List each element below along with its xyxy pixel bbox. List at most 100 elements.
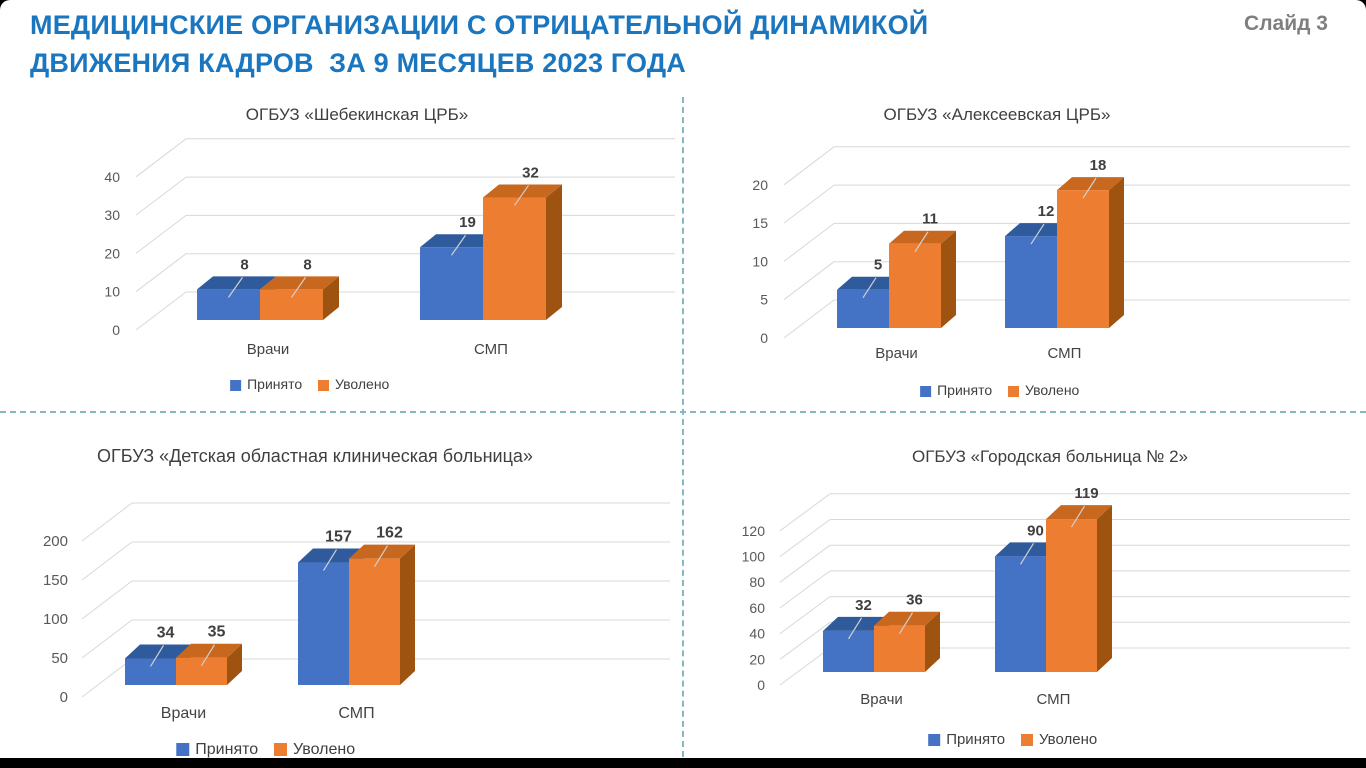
bar-accepted-врачи xyxy=(125,658,176,685)
bar-value-label: 162 xyxy=(376,525,403,542)
gridline-diagonal xyxy=(779,544,831,583)
gridline-diagonal xyxy=(779,493,831,532)
gridline-diagonal xyxy=(135,215,187,254)
gridline-diagonal xyxy=(135,291,187,331)
chart-detskaya-oblastnaya: ОГБУЗ «Детская областная клиническая бол… xyxy=(43,446,670,758)
chart-gorodskaya-bolnitsa-2: ОГБУЗ «Городская больница № 2» 0 20 40 60 80 1… xyxy=(742,447,1350,748)
y-axis-tick-label: 20 xyxy=(104,245,120,261)
bar-value-label: 36 xyxy=(906,592,923,609)
x-axis-category-label: Врачи xyxy=(860,691,903,708)
bar-dismissed-врачи xyxy=(889,243,941,328)
bar-value-label: 11 xyxy=(922,211,938,228)
bar-side-face xyxy=(1109,177,1124,328)
bar-value-label: 32 xyxy=(855,597,872,614)
y-axis-tick-label: 40 xyxy=(749,626,765,642)
bar-value-label: 157 xyxy=(325,529,352,546)
bar-top-face xyxy=(298,548,364,563)
bar-top-face xyxy=(260,276,339,290)
bar-value-label: 35 xyxy=(208,624,226,641)
bar-top-face xyxy=(420,234,499,248)
y-axis-tick-label: 60 xyxy=(749,600,765,616)
y-axis-tick-label: 10 xyxy=(752,253,768,269)
y-axis-tick-label: 100 xyxy=(43,611,68,628)
gridline-diagonal xyxy=(783,146,835,186)
gridline-diagonal xyxy=(779,621,831,660)
bar-top-face xyxy=(837,276,904,290)
bar-value-label: 8 xyxy=(240,256,248,273)
bar-dismissed-врачи xyxy=(176,657,227,685)
y-axis-tick-label: 100 xyxy=(742,549,766,565)
data-label-leader-line xyxy=(862,277,877,299)
bar-value-label: 18 xyxy=(1090,157,1107,174)
bar-accepted-смп xyxy=(298,562,349,685)
data-label-leader-line xyxy=(1070,505,1086,528)
bar-top-face xyxy=(889,230,956,244)
bar-top-face xyxy=(176,643,242,658)
chart-title: ОГБУЗ «Шебекинская ЦРБ» xyxy=(246,105,468,124)
legend-swatch-accepted xyxy=(920,386,932,397)
bar-dismissed-смп xyxy=(483,197,546,320)
bar-top-face xyxy=(483,184,562,198)
gridline-diagonal xyxy=(135,253,187,293)
legend-swatch-dismissed xyxy=(318,380,329,391)
bar-value-label: 119 xyxy=(1074,485,1098,502)
slide-title: МЕДИЦИНСКИЕ ОРГАНИЗАЦИИ С ОТРИЦАТЕЛЬНОЙ … xyxy=(30,6,928,82)
bar-accepted-смп xyxy=(1005,236,1057,328)
chart-title: ОГБУЗ «Алексеевская ЦРБ» xyxy=(884,105,1111,124)
legend-swatch-dismissed xyxy=(1008,386,1019,397)
bar-value-label: 8 xyxy=(303,256,311,273)
bar-accepted-врачи xyxy=(823,630,874,672)
bar-side-face xyxy=(227,643,242,685)
bar-value-label: 5 xyxy=(874,257,882,274)
bar-side-face xyxy=(546,184,562,320)
data-label-leader-line xyxy=(1019,543,1035,565)
bar-accepted-смп xyxy=(420,247,483,320)
x-axis-category-label: СМП xyxy=(474,341,508,358)
slide-number: Слайд 3 xyxy=(1244,12,1328,35)
bar-accepted-врачи xyxy=(837,289,889,328)
bar-side-face xyxy=(400,544,415,685)
gridline-diagonal xyxy=(783,184,835,224)
y-axis-tick-label: 200 xyxy=(43,533,68,550)
legend-label-accepted: Принято xyxy=(195,741,258,758)
bar-value-label: 12 xyxy=(1038,203,1055,220)
data-label-leader-line xyxy=(898,612,914,635)
data-label-leader-line xyxy=(451,234,466,256)
x-axis-category-label: СМП xyxy=(338,705,374,722)
data-label-leader-line xyxy=(322,549,338,571)
y-axis-tick-label: 120 xyxy=(742,523,766,539)
y-axis-tick-label: 150 xyxy=(43,572,68,589)
y-axis-tick-label: 0 xyxy=(60,689,68,706)
gridline-diagonal xyxy=(779,519,831,557)
bar-accepted-врачи xyxy=(197,289,260,320)
y-axis-tick-label: 20 xyxy=(752,177,768,193)
y-axis-tick-label: 80 xyxy=(749,574,765,590)
bar-value-label: 90 xyxy=(1027,522,1044,539)
data-label-leader-line xyxy=(228,277,243,298)
legend-swatch-accepted xyxy=(176,743,190,756)
gridline-diagonal xyxy=(779,570,831,609)
gridline-diagonal xyxy=(81,619,133,659)
data-label-leader-line xyxy=(847,617,863,640)
bar-top-face xyxy=(197,276,276,290)
bar-dismissed-врачи xyxy=(260,289,323,320)
legend-label-dismissed: Уволено xyxy=(1025,382,1080,398)
y-axis-tick-label: 15 xyxy=(752,215,768,231)
legend-label-dismissed: Уволено xyxy=(1039,731,1097,748)
bar-top-face xyxy=(1046,505,1112,520)
bar-top-face xyxy=(1005,223,1072,237)
gridline-diagonal xyxy=(135,138,187,178)
data-label-leader-line xyxy=(149,645,165,667)
data-label-leader-line xyxy=(291,277,306,298)
legend-swatch-dismissed xyxy=(274,743,287,756)
x-axis-category-label: Врачи xyxy=(161,705,206,722)
data-label-leader-line xyxy=(373,545,389,567)
legend-label-dismissed: Уволено xyxy=(293,741,355,758)
y-axis-tick-label: 0 xyxy=(112,322,120,338)
gridline-diagonal xyxy=(81,658,133,698)
chart-shebekinskaya-crb: ОГБУЗ «Шебекинская ЦРБ» 0 10 20 30 40 Врачи СМП… xyxy=(104,105,675,392)
bar-value-label: 32 xyxy=(522,164,539,181)
horizontal-divider xyxy=(0,411,1366,413)
bar-dismissed-смп xyxy=(1046,519,1097,672)
